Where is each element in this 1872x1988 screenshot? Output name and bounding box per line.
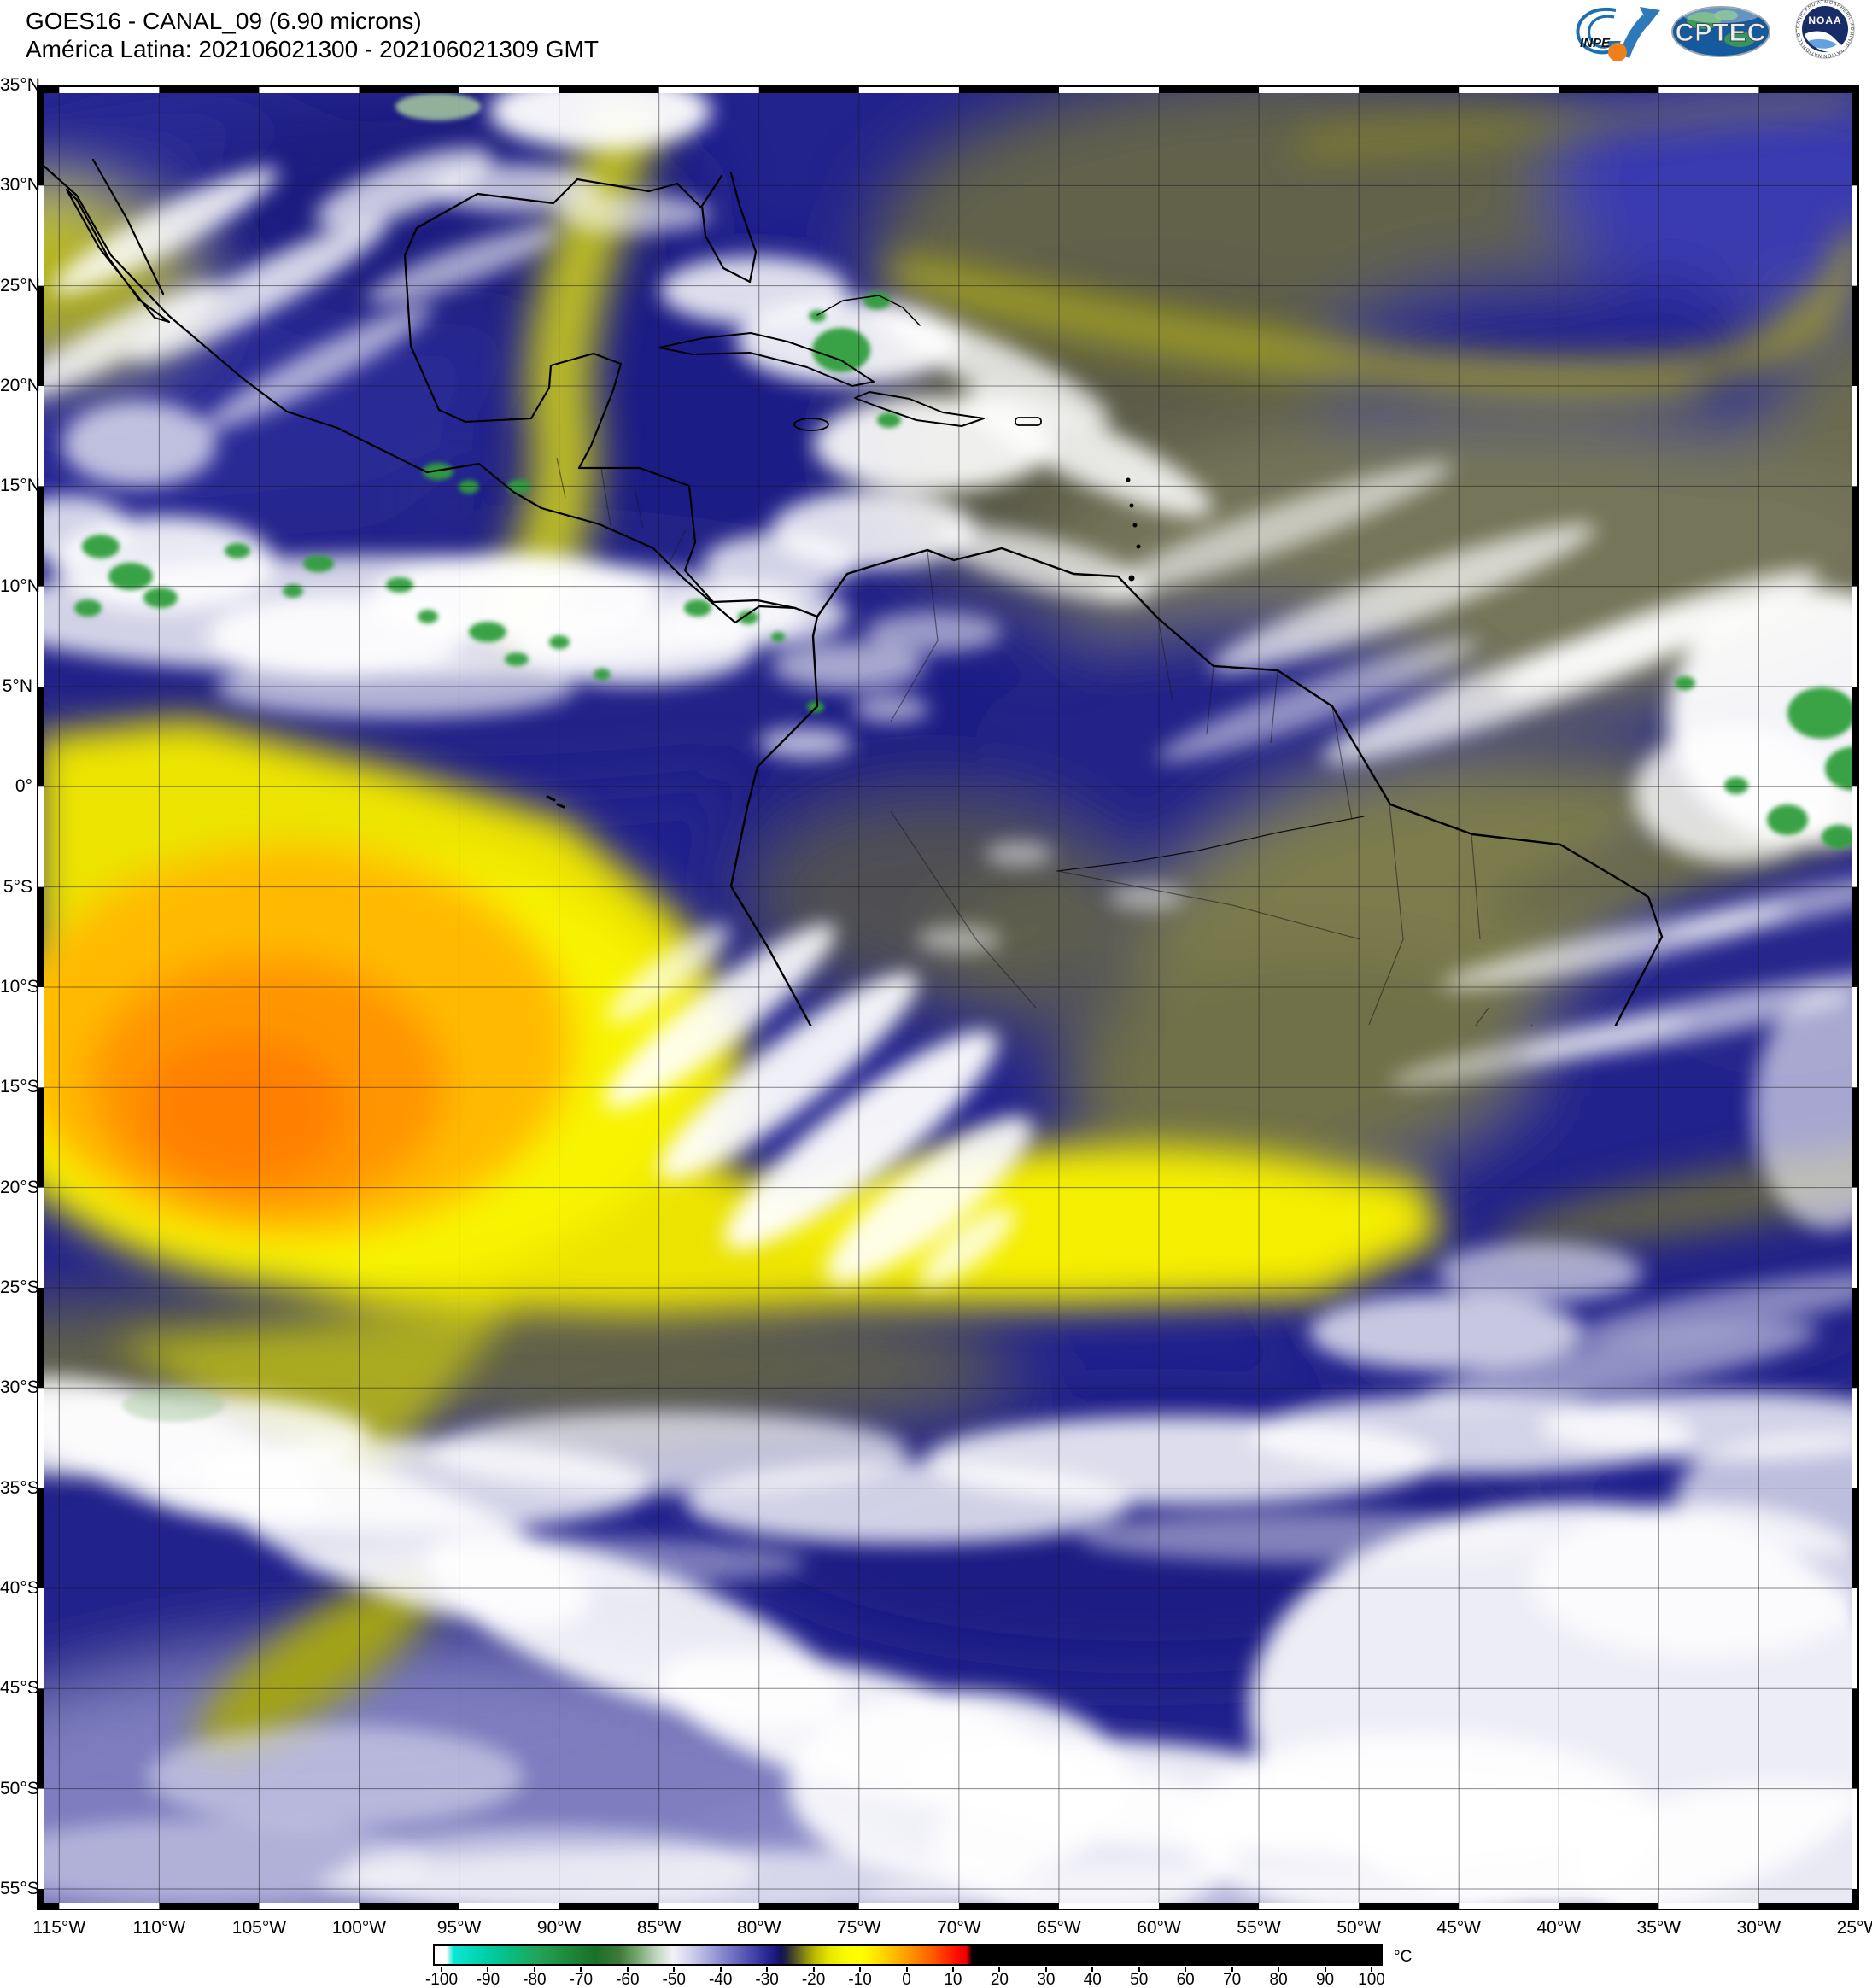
colorbar-tick-label: -80 — [509, 1971, 560, 1988]
inpe-orange-ball-icon — [1608, 43, 1627, 61]
lon-label: 95°W — [421, 1918, 498, 1938]
lat-label: 25°S — [0, 1278, 32, 1298]
lat-label: 20°S — [0, 1178, 32, 1198]
lon-label: 50°W — [1320, 1918, 1397, 1938]
lat-label: 35°S — [0, 1478, 32, 1499]
inpe-swoosh-icon — [1624, 19, 1647, 56]
lat-label: 55°S — [0, 1879, 32, 1899]
lon-label: 60°W — [1120, 1918, 1197, 1938]
lat-label: 5°N — [0, 676, 32, 697]
colorbar-tick-label: -30 — [741, 1971, 793, 1988]
header: GOES16 - CANAL_09 (6.90 microns) América… — [26, 7, 599, 63]
colorbar-tick-label: -100 — [416, 1971, 467, 1988]
lat-label: 25°N — [0, 276, 32, 296]
lon-label: 105°W — [220, 1918, 297, 1938]
colorbar-tick-label: -90 — [462, 1971, 513, 1988]
lat-label: 15°S — [0, 1077, 32, 1097]
colorbar-tick-label: 60 — [1160, 1971, 1211, 1988]
lat-label: 15°N — [0, 476, 32, 496]
colorbar-tick-label: -50 — [648, 1971, 699, 1988]
lat-label: 35°N — [0, 75, 32, 96]
colorbar-tick-label: 90 — [1300, 1971, 1351, 1988]
satellite-map — [37, 85, 1859, 1910]
noaa-logo: NATIONAL OCEANIC AND ATMOSPHERIC ADMINIS… — [1782, 0, 1868, 60]
colorbar-tick-label: -20 — [788, 1971, 839, 1988]
page: GOES16 - CANAL_09 (6.90 microns) América… — [0, 0, 1872, 1988]
lon-label: 45°W — [1420, 1918, 1497, 1938]
colorbar-tick-label: 0 — [881, 1971, 933, 1988]
colorbar-tick-label: 80 — [1253, 1971, 1304, 1988]
lon-label: 65°W — [1021, 1918, 1097, 1938]
product-title: GOES16 - CANAL_09 (6.90 microns) — [26, 7, 599, 35]
lon-label: 110°W — [120, 1918, 197, 1938]
colorbar-tick-label: 100 — [1346, 1971, 1397, 1988]
lon-label: 80°W — [721, 1918, 798, 1938]
colorbar-tick-label: -70 — [555, 1971, 606, 1988]
colorbar-tick-label: -10 — [834, 1971, 886, 1988]
lat-label: 45°S — [0, 1678, 32, 1699]
colorbar-tick-label: 30 — [1021, 1971, 1072, 1988]
cptec-logo: CPTEC — [1670, 5, 1772, 58]
colorbar-tick-label: 70 — [1207, 1971, 1258, 1988]
cptec-logo-text: CPTEC — [1676, 19, 1767, 47]
lat-label: 30°N — [0, 175, 32, 196]
lat-label: 50°S — [0, 1779, 32, 1799]
colorbar-unit-label: °C — [1394, 1948, 1412, 1967]
inpe-logo-text: INPE — [1580, 36, 1611, 50]
colorbar — [433, 1944, 1383, 1966]
colorbar-tick-label: -60 — [602, 1971, 653, 1988]
lat-label: 10°S — [0, 977, 32, 997]
lon-label: 25°W — [1820, 1918, 1872, 1938]
lon-label: 35°W — [1620, 1918, 1697, 1938]
colorbar-tick-label: 20 — [974, 1971, 1025, 1988]
lat-label: 40°S — [0, 1578, 32, 1599]
colorbar-tick-label: 10 — [927, 1971, 979, 1988]
lon-label: 75°W — [821, 1918, 898, 1938]
lon-label: 55°W — [1220, 1918, 1297, 1938]
product-subtitle: América Latina: 202106021300 - 202106021… — [26, 35, 599, 63]
lon-label: 100°W — [320, 1918, 397, 1938]
lon-label: 115°W — [20, 1918, 97, 1938]
colorbar-tick-label: -40 — [695, 1971, 746, 1988]
lat-label: 30°S — [0, 1377, 32, 1398]
lat-label: 20°N — [0, 376, 32, 396]
lon-label: 40°W — [1520, 1918, 1597, 1938]
colorbar-tick-label: 40 — [1067, 1971, 1118, 1988]
satellite-image — [37, 85, 1859, 1910]
lon-label: 85°W — [621, 1918, 698, 1938]
inpe-logo: INPE — [1565, 2, 1676, 61]
lat-label: 10°N — [0, 576, 32, 597]
lon-label: 70°W — [921, 1918, 997, 1938]
lat-label: 5°S — [0, 877, 32, 898]
lon-label: 30°W — [1720, 1918, 1797, 1938]
lon-label: 90°W — [521, 1918, 598, 1938]
noaa-logo-text: NOAA — [1808, 15, 1841, 26]
lat-label: 0° — [0, 776, 32, 797]
colorbar-tick-label: 50 — [1114, 1971, 1165, 1988]
